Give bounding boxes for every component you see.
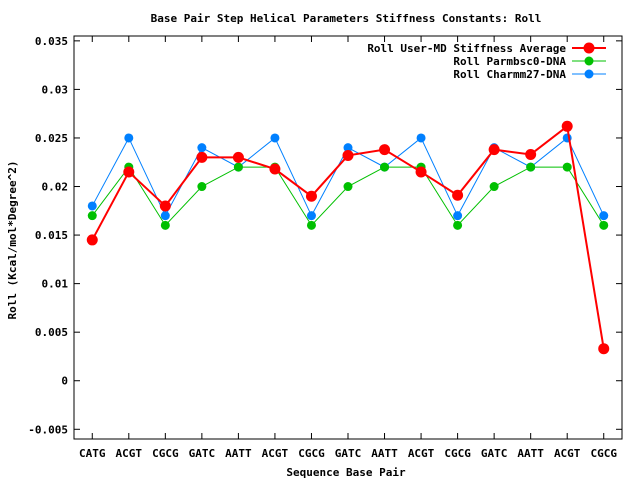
x-tick-label: ACGT — [554, 447, 581, 460]
x-tick-label: ACGT — [408, 447, 435, 460]
y-tick-label: 0 — [61, 375, 68, 388]
x-tick-label: ACGT — [262, 447, 289, 460]
data-point — [342, 149, 354, 161]
x-tick-label: AATT — [517, 447, 544, 460]
data-point — [526, 162, 536, 172]
chart-title: Base Pair Step Helical Parameters Stiffn… — [151, 12, 542, 25]
legend-marker — [584, 56, 594, 66]
data-point — [233, 162, 243, 172]
x-tick-label: GATC — [335, 447, 362, 460]
data-point — [232, 151, 244, 163]
x-tick-label: GATC — [481, 447, 508, 460]
data-point — [380, 162, 390, 172]
data-point — [599, 211, 609, 221]
data-point — [305, 190, 317, 202]
data-point — [270, 133, 280, 143]
x-tick-label: AATT — [371, 447, 398, 460]
data-point — [343, 182, 353, 192]
legend-label: Roll Charmm27-DNA — [453, 68, 566, 81]
data-point — [379, 144, 391, 156]
x-tick-label: CGCG — [590, 447, 617, 460]
plot-area — [73, 35, 623, 440]
x-tick-label: CGCG — [298, 447, 325, 460]
data-point — [453, 220, 463, 230]
data-point — [415, 166, 427, 178]
series-1 — [86, 120, 610, 355]
x-tick-label: CATG — [79, 447, 106, 460]
data-point — [87, 201, 97, 211]
x-tick-label: CGCG — [152, 447, 179, 460]
data-point — [562, 162, 572, 172]
y-tick-label: 0.02 — [42, 181, 69, 194]
data-point — [306, 211, 316, 221]
data-point — [561, 120, 573, 132]
data-point — [197, 182, 207, 192]
data-point — [343, 143, 353, 153]
legend-marker — [583, 42, 595, 54]
legend-label: Roll User-MD Stiffness Average — [367, 42, 566, 55]
y-tick-label: 0.03 — [42, 83, 69, 96]
data-point — [123, 166, 135, 178]
legend-marker — [584, 69, 594, 79]
data-point — [488, 144, 500, 156]
series-layer — [86, 120, 610, 355]
y-axis: -0.005 0 0.005 0.01 0.015 0.02 0.025 0.03 0.035 — [28, 35, 622, 436]
x-tick-label: GATC — [189, 447, 216, 460]
data-point — [416, 133, 426, 143]
data-point — [453, 211, 463, 221]
data-point — [525, 148, 537, 160]
y-tick-label: 0.035 — [35, 35, 68, 48]
data-point — [306, 220, 316, 230]
y-tick-label: 0.015 — [35, 229, 68, 242]
plot-frame — [73, 35, 623, 440]
y-tick-label: 0.025 — [35, 132, 68, 145]
data-point — [160, 220, 170, 230]
x-axis: CATG ACGT CGCG GATC AATT ACGT CGCG GATC AATT ACGT… — [79, 36, 617, 460]
data-point — [598, 343, 610, 355]
data-point — [160, 211, 170, 221]
y-axis-label: Roll (Kcal/mol*Degree^2) — [6, 161, 19, 320]
data-point — [269, 163, 281, 175]
x-axis-label: Sequence Base Pair — [286, 466, 406, 479]
y-tick-label: 0.01 — [42, 278, 69, 291]
data-point — [599, 220, 609, 230]
data-point — [196, 151, 208, 163]
x-tick-label: AATT — [225, 447, 252, 460]
x-tick-label: ACGT — [116, 447, 143, 460]
data-point — [197, 143, 207, 153]
y-tick-label: 0.005 — [35, 326, 68, 339]
legend-label: Roll Parmbsc0-DNA — [453, 55, 566, 68]
data-point — [86, 234, 98, 246]
data-point — [452, 189, 464, 201]
data-point — [489, 182, 499, 192]
x-tick-label: CGCG — [444, 447, 471, 460]
data-point — [124, 133, 134, 143]
data-point — [87, 211, 97, 221]
y-tick-label: -0.005 — [28, 423, 68, 436]
data-point — [159, 200, 171, 212]
